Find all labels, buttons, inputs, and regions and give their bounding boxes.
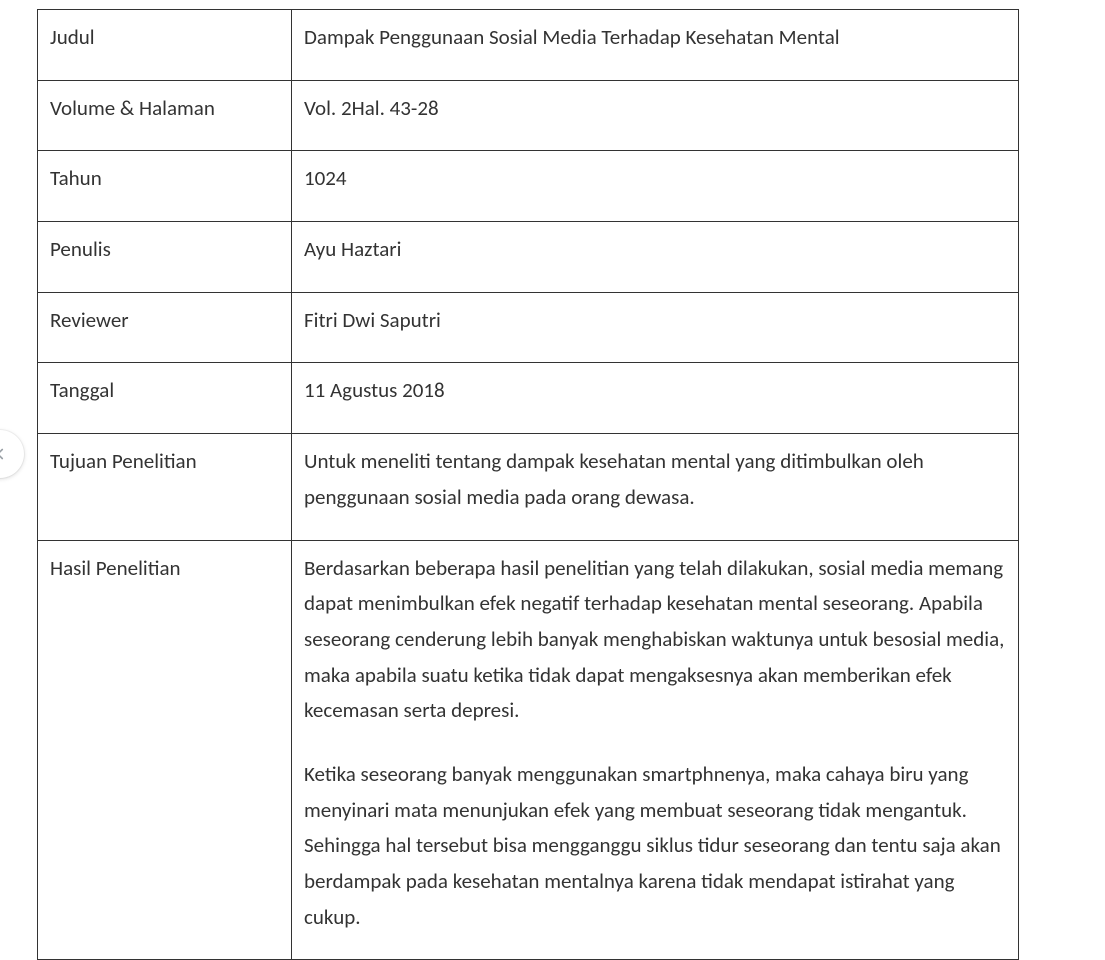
row-label: Tujuan Penelitian [38, 434, 292, 540]
table-row: Reviewer Fitri Dwi Saputri [38, 292, 1019, 363]
row-label: Tahun [38, 151, 292, 222]
row-value: Vol. 2Hal. 43-28 [292, 80, 1019, 151]
row-value: Fitri Dwi Saputri [292, 292, 1019, 363]
row-value: Ayu Haztari [292, 222, 1019, 293]
row-value: Untuk meneliti tentang dampak kesehatan … [292, 434, 1019, 540]
row-label: Penulis [38, 222, 292, 293]
table-row: Volume & Halaman Vol. 2Hal. 43-28 [38, 80, 1019, 151]
row-label: Volume & Halaman [38, 80, 292, 151]
row-value-paragraph: Berdasarkan beberapa hasil penelitian ya… [304, 551, 1006, 729]
row-value: 11 Agustus 2018 [292, 363, 1019, 434]
row-value-paragraph: Ketika seseorang banyak menggunakan smar… [304, 757, 1006, 935]
table-row: Tahun 1024 [38, 151, 1019, 222]
row-value: Dampak Penggunaan Sosial Media Terhadap … [292, 10, 1019, 81]
row-label: Judul [38, 10, 292, 81]
row-label: Tanggal [38, 363, 292, 434]
row-label: Hasil Penelitian [38, 540, 292, 960]
row-value: 1024 [292, 151, 1019, 222]
table-row: Penulis Ayu Haztari [38, 222, 1019, 293]
review-table: Judul Dampak Penggunaan Sosial Media Ter… [37, 9, 1019, 960]
table-row: Tanggal 11 Agustus 2018 [38, 363, 1019, 434]
table-row: Hasil Penelitian Berdasarkan beberapa ha… [38, 540, 1019, 960]
row-label: Reviewer [38, 292, 292, 363]
row-value: Berdasarkan beberapa hasil penelitian ya… [292, 540, 1019, 960]
prev-nav-button[interactable] [0, 430, 24, 478]
table-row: Judul Dampak Penggunaan Sosial Media Ter… [38, 10, 1019, 81]
table-row: Tujuan Penelitian Untuk meneliti tentang… [38, 434, 1019, 540]
chevron-left-icon [0, 445, 9, 463]
